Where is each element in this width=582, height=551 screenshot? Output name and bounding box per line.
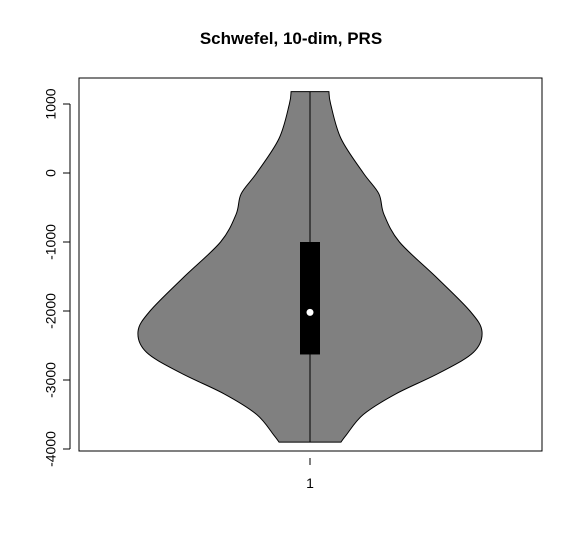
y-tick-label: 1000 xyxy=(43,88,59,119)
y-tick-label: -2000 xyxy=(43,293,59,329)
y-tick-label: -4000 xyxy=(43,431,59,467)
y-tick-label: 0 xyxy=(43,169,59,177)
plot-frame xyxy=(78,77,543,452)
chart-title: Schwefel, 10-dim, PRS xyxy=(199,29,383,48)
y-tick-label: -3000 xyxy=(43,362,59,398)
x-tick-label: 1 xyxy=(306,475,314,491)
violin-median-point xyxy=(306,308,314,316)
violin-iqr-box xyxy=(300,242,320,355)
y-tick-label: -1000 xyxy=(43,224,59,260)
